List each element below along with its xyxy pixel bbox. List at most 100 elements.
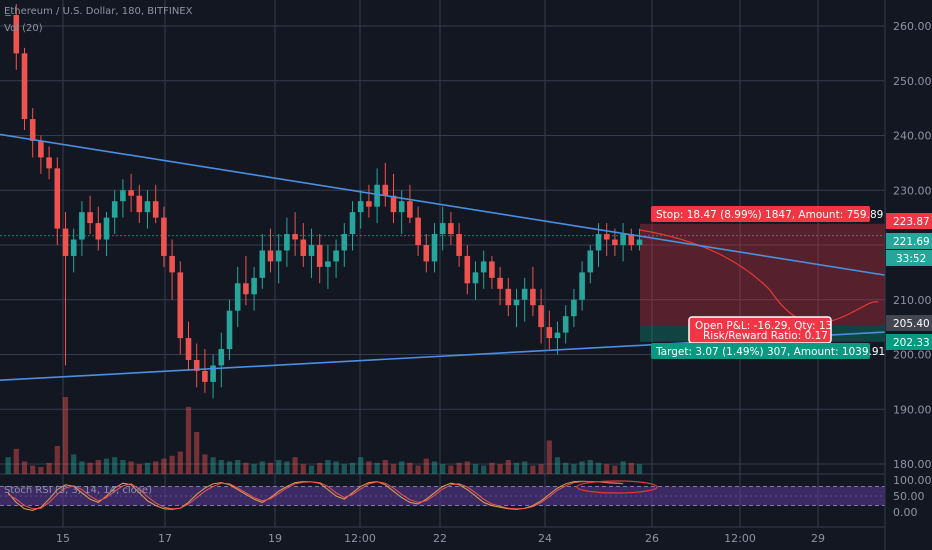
volume-bar <box>595 462 602 474</box>
current-price: 205.40 <box>893 318 930 330</box>
candle-body <box>620 234 626 245</box>
candle-body <box>316 245 323 267</box>
position-labels: Stop: 18.47 (8.99%) 1847, Amount: 759.89… <box>651 206 885 359</box>
stop-label-box <box>651 206 870 222</box>
candle-body <box>275 250 282 262</box>
volume-bar <box>358 457 364 474</box>
time-tick-label: 17 <box>158 532 172 545</box>
candle-body <box>300 239 307 256</box>
volume-bar <box>13 448 19 474</box>
candle-body <box>546 327 553 339</box>
price-axis-bg <box>885 0 932 550</box>
chart-header: Ethereum / U.S. Dollar, 180, BITFINEX Vo… <box>4 6 193 496</box>
countdown: 33:52 <box>896 253 926 265</box>
candle-body <box>128 190 134 196</box>
volume-bar <box>30 465 36 474</box>
volume-bar <box>604 464 610 474</box>
volume-bar <box>235 460 241 474</box>
volume-bar <box>481 465 487 474</box>
candle-body <box>333 250 339 262</box>
candle-body <box>144 201 151 213</box>
volume-bar <box>579 461 585 474</box>
volume-bar <box>628 462 634 474</box>
candle-body <box>472 272 479 284</box>
price-tick-label: 210.00 <box>893 294 932 307</box>
volume-bar <box>112 457 118 474</box>
volume-bar <box>103 458 110 474</box>
stop-zone <box>640 223 885 325</box>
price-tick-label: 200.00 <box>893 349 932 362</box>
candle-body <box>448 223 454 235</box>
volume-bar <box>505 460 511 474</box>
time-tick-label: 15 <box>56 532 70 545</box>
candle-body <box>374 184 380 207</box>
volume-bar <box>341 464 347 474</box>
rsi-ticks: 100.00 50.00 0.00 <box>893 474 932 519</box>
price-tags: 223.87 221.69 33:52 205.40 202.33 <box>886 213 932 350</box>
candle-body <box>111 201 118 218</box>
price-axis[interactable] <box>884 0 932 550</box>
volume-bar <box>161 458 167 474</box>
volume-bar <box>317 462 323 474</box>
candle-body <box>87 212 93 224</box>
target-label: Target: 3.07 (1.49%) 307, Amount: 1039.9… <box>655 346 885 358</box>
trendline-upper <box>0 133 886 276</box>
volume-bar <box>374 462 380 474</box>
volume-bar <box>382 460 388 474</box>
volume-bar <box>87 462 93 474</box>
candle-body <box>226 310 233 350</box>
candle-body <box>218 349 225 366</box>
volume-bar <box>349 462 356 474</box>
current-price-tag <box>886 315 932 331</box>
candle-body <box>341 234 348 251</box>
rsi-label: Stoch RSI (3, 3, 14, 14, close) <box>4 485 152 496</box>
candle-body <box>177 272 184 339</box>
volume-label: Vol (20) <box>4 23 43 34</box>
volume-bar <box>284 461 290 474</box>
candle-body <box>251 277 257 295</box>
candle-body <box>29 119 36 141</box>
candle-body <box>259 250 266 278</box>
last-price-tag <box>886 233 932 249</box>
volume-bar <box>210 457 216 474</box>
time-ticks: 15 17 19 12:00 22 24 26 12:00 29 <box>56 532 825 545</box>
volume-bar <box>554 457 561 474</box>
candle-body <box>439 223 446 235</box>
candle-body <box>120 190 126 202</box>
candle-body <box>398 201 405 213</box>
target-price-tag <box>886 334 932 350</box>
volume-bar <box>456 462 462 474</box>
time-tick-label: 12:00 <box>724 532 756 545</box>
candle-body <box>562 316 569 333</box>
symbol-title: Ethereum / U.S. Dollar, 180, BITFINEX <box>4 6 193 17</box>
candle-body <box>38 140 44 158</box>
candle-body <box>185 338 192 360</box>
volume-bar <box>472 464 479 474</box>
rsi-band <box>0 486 885 506</box>
price-tick-label: 260.00 <box>893 20 932 33</box>
last-price: 221.69 <box>893 236 930 248</box>
candle-body <box>243 283 249 295</box>
volume-bar <box>333 461 339 474</box>
volume-bar <box>267 462 274 474</box>
volume-bar <box>636 464 643 474</box>
volume-bar <box>120 460 126 474</box>
volume-bar <box>513 462 520 474</box>
volume-bar <box>226 461 233 474</box>
candle-body <box>431 234 438 262</box>
volume-bar <box>194 432 200 474</box>
volume-bar <box>390 464 397 474</box>
price-tick-label: 180.00 <box>893 458 932 471</box>
candle-body <box>325 261 331 267</box>
volume-bar <box>308 465 315 474</box>
candle-body <box>54 168 61 229</box>
candle-body <box>5 15 11 17</box>
candle-body <box>407 201 413 218</box>
candle-body <box>46 157 52 169</box>
candle-body <box>357 201 364 213</box>
volume-bar <box>79 461 85 474</box>
price-tick-label: 230.00 <box>893 184 932 197</box>
candle-body <box>538 305 544 328</box>
